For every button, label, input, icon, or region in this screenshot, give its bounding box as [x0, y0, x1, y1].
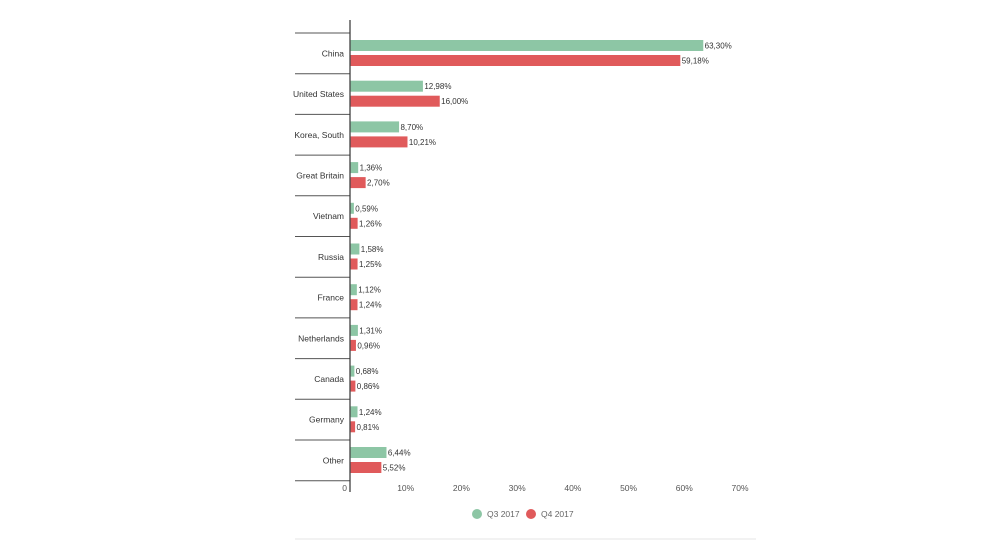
category-label-other: Other — [323, 455, 344, 465]
category-label-china: China — [322, 48, 344, 58]
value-label-q4-2017-france: 1,24% — [359, 301, 382, 310]
value-label-q4-2017-great-britain: 2,70% — [367, 179, 390, 188]
bar-q3-2017-united-states — [350, 80, 423, 92]
bar-q3-2017-germany — [350, 406, 358, 418]
category-label-korea-south: Korea, South — [294, 130, 344, 140]
value-label-q4-2017-united-states: 16,00% — [441, 97, 468, 106]
x-tick-label-70: 70% — [731, 483, 748, 493]
category-label-canada: Canada — [314, 374, 344, 384]
legend-marker-q3-2017 — [472, 509, 482, 519]
bar-q4-2017-germany — [350, 421, 356, 433]
bar-q3-2017-other — [350, 447, 387, 458]
value-label-q3-2017-germany: 1,24% — [359, 408, 382, 417]
value-label-q4-2017-germany: 0,81% — [357, 423, 380, 432]
value-label-q3-2017-netherlands: 1,31% — [359, 326, 382, 335]
bar-q4-2017-great-britain — [350, 177, 366, 189]
value-label-q3-2017-vietnam: 0,59% — [355, 204, 378, 213]
row-separators — [295, 32, 350, 482]
value-labels: 63,30% 59,18% 12,98% 16,00% 8,70% 10,21% 1,36%… — [355, 42, 732, 473]
legend-marker-q4-2017 — [526, 509, 536, 519]
value-label-q3-2017-france: 1,12% — [358, 286, 381, 295]
x-tick-label-0: 0 — [342, 483, 347, 493]
value-label-q3-2017-china: 63,30% — [705, 42, 732, 51]
value-label-q3-2017-canada: 0,68% — [356, 367, 379, 376]
bar-q3-2017-netherlands — [350, 324, 358, 336]
bar-q3-2017-china — [350, 40, 704, 51]
category-label-united-states: United States — [293, 89, 344, 99]
value-label-q3-2017-russia: 1,58% — [361, 245, 384, 254]
category-label-russia: Russia — [318, 252, 344, 262]
value-label-q4-2017-vietnam: 1,26% — [359, 219, 382, 228]
value-label-q3-2017-korea-south: 8,70% — [400, 123, 423, 132]
x-tick-label-60: 60% — [676, 483, 693, 493]
bar-q3-2017-canada — [350, 365, 355, 377]
bar-q4-2017-china — [350, 55, 681, 66]
bar-q4-2017-france — [350, 299, 358, 311]
bar-q4-2017-russia — [350, 258, 358, 270]
x-tick-label-20: 20% — [453, 483, 470, 493]
value-label-q4-2017-russia: 1,25% — [359, 260, 382, 269]
bar-q3-2017-korea-south — [350, 121, 400, 133]
value-label-q4-2017-netherlands: 0,96% — [357, 341, 380, 350]
category-label-germany: Germany — [309, 415, 345, 425]
legend-label-q3-2017: Q3 2017 — [487, 509, 520, 519]
bar-q4-2017-vietnam — [350, 217, 358, 229]
category-label-vietnam: Vietnam — [313, 211, 344, 221]
bar-q3-2017-great-britain — [350, 162, 359, 174]
bars — [350, 40, 704, 473]
value-label-q4-2017-china: 59,18% — [682, 57, 709, 66]
value-label-q3-2017-great-britain: 1,36% — [360, 164, 383, 173]
x-tick-label-40: 40% — [564, 483, 581, 493]
value-label-q4-2017-canada: 0,86% — [357, 382, 380, 391]
x-tick-label-10: 10% — [397, 483, 414, 493]
x-tick-label-30: 30% — [509, 483, 526, 493]
legend-label-q4-2017: Q4 2017 — [541, 509, 574, 519]
x-tick-label-50: 50% — [620, 483, 637, 493]
category-label-great-britain: Great Britain — [296, 170, 344, 180]
x-axis-ticks: 0 10% 20% 30% 40% 50% 60% 70% — [342, 483, 749, 493]
value-label-q3-2017-united-states: 12,98% — [424, 82, 451, 91]
bar-q4-2017-canada — [350, 380, 356, 392]
bar-q4-2017-netherlands — [350, 339, 356, 351]
value-label-q4-2017-korea-south: 10,21% — [409, 138, 436, 147]
bar-q4-2017-other — [350, 462, 382, 473]
bar-q3-2017-vietnam — [350, 202, 354, 214]
category-labels: China United States Korea, South Great Brit… — [293, 48, 345, 465]
value-label-q4-2017-other: 5,52% — [383, 464, 406, 473]
bar-q4-2017-korea-south — [350, 136, 408, 148]
legend: Q3 2017 Q4 2017 — [472, 509, 574, 519]
bar-q3-2017-russia — [350, 243, 360, 255]
category-label-france: France — [318, 293, 345, 303]
bar-q4-2017-united-states — [350, 95, 440, 107]
category-label-netherlands: Netherlands — [298, 333, 344, 343]
value-label-q3-2017-other: 6,44% — [388, 449, 411, 458]
bar-q3-2017-france — [350, 284, 357, 296]
